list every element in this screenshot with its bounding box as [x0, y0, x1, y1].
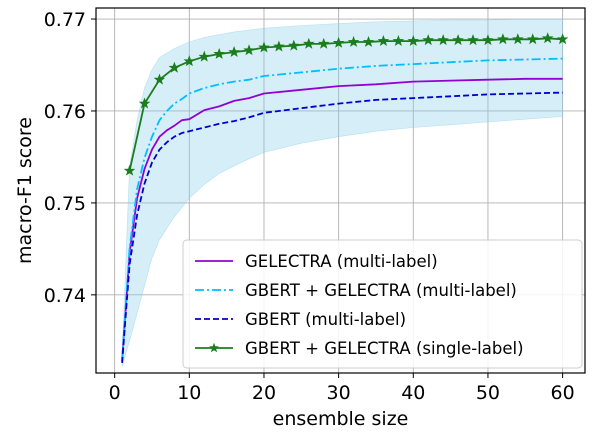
- data-point-star: [243, 44, 255, 56]
- series-lines: [121, 32, 569, 363]
- data-point-star: [213, 47, 225, 59]
- y-tick-label: 0.77: [44, 9, 86, 31]
- data-point-star: [273, 40, 285, 52]
- data-point-star: [168, 61, 181, 73]
- data-point-star: [482, 34, 494, 46]
- data-point-star: [512, 33, 524, 45]
- data-point-star: [198, 50, 211, 62]
- legend: GELECTRA (multi-label) GBERT + GELECTRA (…: [182, 239, 583, 369]
- data-point-star: [541, 32, 554, 44]
- confidence-band-area: [121, 18, 563, 367]
- x-tick-label: 50: [476, 382, 500, 404]
- y-tick-label: 0.75: [44, 193, 86, 215]
- data-point-star: [407, 35, 419, 46]
- x-axis-label: ensemble size: [273, 408, 409, 430]
- data-point-star: [317, 37, 330, 49]
- data-point-star: [153, 73, 166, 85]
- y-tick-label: 0.74: [44, 285, 86, 307]
- data-point-star: [183, 55, 196, 67]
- series-line: [121, 57, 563, 360]
- data-point-star: [452, 34, 464, 46]
- data-point-star: [526, 33, 539, 45]
- series-line: [121, 91, 563, 363]
- series-line: [121, 77, 563, 362]
- legend-label: GBERT + GELECTRA (single-label): [245, 339, 524, 358]
- data-point-star: [123, 164, 136, 176]
- data-point-star: [556, 33, 569, 45]
- data-point-star: [347, 35, 360, 47]
- y-axis-label: macro-F1 score: [14, 117, 36, 264]
- data-point-star: [377, 35, 390, 47]
- legend-marker-star: [209, 342, 219, 353]
- data-point-star: [422, 34, 435, 46]
- data-point-star: [138, 97, 151, 109]
- x-tick-label: 60: [551, 382, 575, 404]
- data-point-star: [437, 34, 449, 46]
- data-point-star: [288, 39, 300, 51]
- x-tick-label: 20: [252, 382, 276, 404]
- data-point-star: [258, 41, 270, 53]
- x-tick-label: 0: [109, 382, 121, 404]
- data-point-star: [362, 35, 375, 47]
- x-tick-label: 40: [401, 382, 425, 404]
- data-point-star: [332, 36, 345, 48]
- data-point-star: [302, 37, 315, 49]
- data-point-star: [392, 35, 405, 47]
- legend-label: GBERT (multi-label): [245, 310, 406, 329]
- confidence-band: [121, 18, 563, 367]
- x-tick-label: 10: [177, 382, 201, 404]
- legend-label: GBERT + GELECTRA (multi-label): [245, 281, 517, 300]
- legend-box: [182, 239, 583, 369]
- data-point-star: [228, 46, 240, 57]
- x-tick-label: 30: [327, 382, 351, 404]
- y-tick-label: 0.76: [44, 101, 86, 123]
- data-point-star: [497, 33, 509, 45]
- plot-frame: [95, 7, 586, 374]
- axis-ticks: 0 10 20 30 40 50 60 0.74 0.75 0.76 0.77: [44, 9, 575, 404]
- legend-label: GELECTRA (multi-label): [245, 252, 438, 271]
- data-point-star: [467, 34, 479, 46]
